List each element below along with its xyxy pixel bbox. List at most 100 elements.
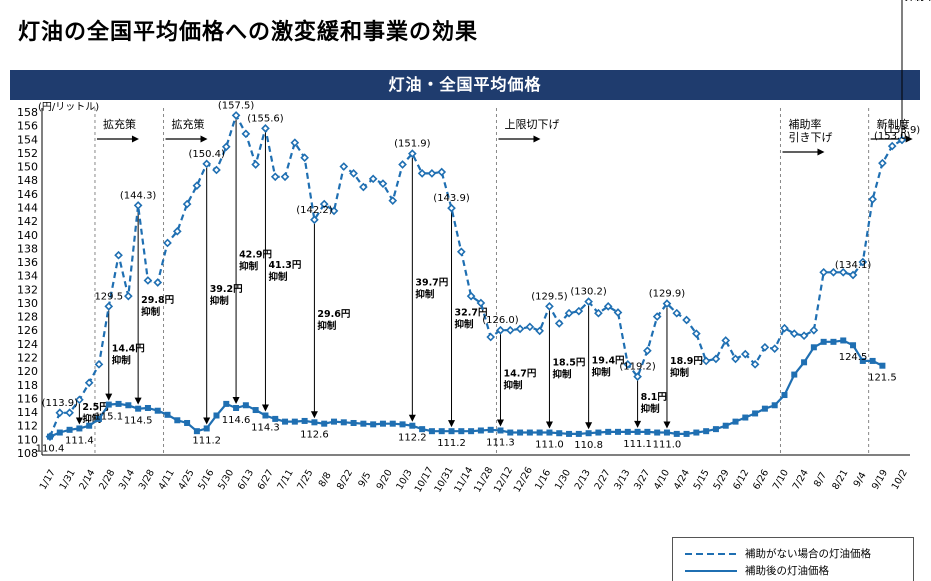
- data-label-with-subsidy: 111.0: [653, 440, 682, 451]
- subsidy-arrow-head: [203, 417, 211, 425]
- data-point-no-subsidy: [398, 160, 407, 169]
- y-tick-label: 132: [17, 283, 38, 296]
- data-point-no-subsidy: [231, 111, 241, 120]
- data-label-no-subsidy: (157.5): [218, 100, 255, 111]
- data-point-with-subsidy: [546, 429, 553, 436]
- data-label-no-subsidy: (113.9): [42, 398, 79, 409]
- x-tick-label: 6/26: [751, 468, 771, 492]
- x-tick-label: 9/5: [356, 470, 373, 489]
- data-point-no-subsidy: [114, 250, 123, 260]
- phase-label: 上限切下げ: [504, 118, 559, 131]
- data-point-with-subsidy: [135, 405, 142, 412]
- data-point-no-subsidy: [476, 298, 486, 308]
- subsidy-arrow-head: [448, 420, 456, 428]
- data-point-with-subsidy: [791, 371, 798, 378]
- data-point-no-subsidy: [574, 306, 584, 316]
- data-point-with-subsidy: [840, 337, 847, 344]
- legend: 補助がない場合の灯油価格 補助後の灯油価格: [672, 537, 914, 581]
- data-point-no-subsidy: [505, 325, 515, 335]
- data-point-no-subsidy: [692, 329, 701, 338]
- data-point-with-subsidy: [634, 428, 641, 435]
- subsidy-label: 抑制: [592, 366, 612, 378]
- y-tick-label: 140: [17, 229, 38, 242]
- legend-label-no-subsidy: 補助がない場合の灯油価格: [745, 548, 871, 560]
- y-tick-label: 154: [17, 133, 38, 146]
- data-point-with-subsidy: [223, 400, 230, 407]
- subsidy-arrow-head: [496, 419, 504, 427]
- data-label-with-subsidy: 111.3: [486, 437, 515, 448]
- data-point-no-subsidy: [319, 199, 329, 209]
- data-point-with-subsidy: [585, 430, 592, 437]
- data-point-no-subsidy: [789, 329, 799, 338]
- data-point-with-subsidy: [732, 418, 739, 425]
- subsidy-label: 抑制: [141, 306, 161, 318]
- subsidy-arrow-head: [75, 417, 83, 425]
- series-line-no-subsidy: [48, 112, 903, 438]
- data-point-with-subsidy: [752, 410, 759, 417]
- data-label-with-subsidy: 121.5: [868, 373, 897, 384]
- data-point-with-subsidy: [428, 428, 435, 435]
- y-tick-label: 112: [17, 420, 38, 433]
- data-point-no-subsidy: [682, 315, 691, 325]
- legend-swatch-solid: [685, 570, 737, 572]
- x-tick-label: 11/28: [472, 465, 495, 494]
- data-point-no-subsidy: [84, 378, 94, 388]
- data-point-with-subsidy: [233, 404, 240, 411]
- data-point-no-subsidy: [897, 135, 907, 145]
- data-point-no-subsidy: [408, 149, 417, 158]
- data-point-no-subsidy: [633, 372, 642, 381]
- data-label-with-subsidy: 112.2: [398, 433, 427, 444]
- legend-swatch-dashed: [685, 553, 737, 555]
- data-point-with-subsidy: [379, 420, 386, 427]
- subsidy-arrow-head: [310, 411, 318, 419]
- data-point-no-subsidy: [65, 408, 74, 418]
- data-point-with-subsidy: [468, 428, 475, 435]
- chart-title: 灯油・全国平均価格: [10, 70, 920, 100]
- y-tick-label: 136: [17, 256, 38, 269]
- data-point-with-subsidy: [458, 428, 465, 435]
- phase-label: 引き下げ: [788, 130, 832, 144]
- data-label-with-subsidy: 114.6: [222, 415, 251, 426]
- data-point-no-subsidy: [584, 297, 593, 306]
- subsidy-label: 抑制: [415, 289, 435, 301]
- y-tick-label: 114: [17, 406, 38, 419]
- x-tick-label: 5/29: [711, 468, 731, 492]
- x-tick-label: 7/25: [295, 468, 315, 492]
- data-point-with-subsidy: [526, 429, 533, 436]
- data-point-no-subsidy: [799, 331, 809, 341]
- data-point-with-subsidy: [105, 401, 112, 408]
- data-point-no-subsidy: [75, 395, 84, 405]
- data-point-no-subsidy: [55, 408, 65, 418]
- y-tick-label: 148: [17, 174, 38, 187]
- y-tick-label: 126: [17, 324, 38, 337]
- y-tick-label: 120: [17, 365, 38, 378]
- data-point-no-subsidy: [643, 346, 652, 356]
- data-point-with-subsidy: [115, 400, 122, 407]
- data-point-with-subsidy: [125, 402, 132, 409]
- data-point-no-subsidy: [182, 199, 192, 209]
- data-point-with-subsidy: [497, 427, 504, 434]
- data-label-with-subsidy: 110.4: [36, 444, 65, 455]
- data-point-no-subsidy: [143, 276, 153, 285]
- data-label-with-subsidy: 111.0: [535, 440, 564, 451]
- data-point-with-subsidy: [507, 429, 514, 436]
- phase-arrow-head: [131, 135, 139, 143]
- x-tick-label: 4/11: [157, 468, 177, 492]
- data-point-with-subsidy: [820, 338, 827, 345]
- subsidy-label: 32.2円: [905, 0, 931, 3]
- data-point-no-subsidy: [172, 227, 182, 236]
- y-tick-label: 152: [17, 147, 38, 160]
- data-point-with-subsidy: [801, 359, 808, 366]
- phase-label: 拡充策: [103, 117, 136, 131]
- data-point-no-subsidy: [496, 325, 505, 335]
- subsidy-label: 抑制: [455, 319, 475, 331]
- data-label-with-subsidy: 111.1: [623, 439, 652, 450]
- data-point-with-subsidy: [144, 404, 151, 411]
- data-point-with-subsidy: [331, 418, 337, 425]
- x-tick-label: 1/31: [58, 468, 78, 492]
- data-point-no-subsidy: [613, 308, 623, 317]
- data-point-with-subsidy: [419, 426, 426, 433]
- data-label-with-subsidy: 111.4: [65, 435, 94, 446]
- data-point-with-subsidy: [575, 430, 582, 437]
